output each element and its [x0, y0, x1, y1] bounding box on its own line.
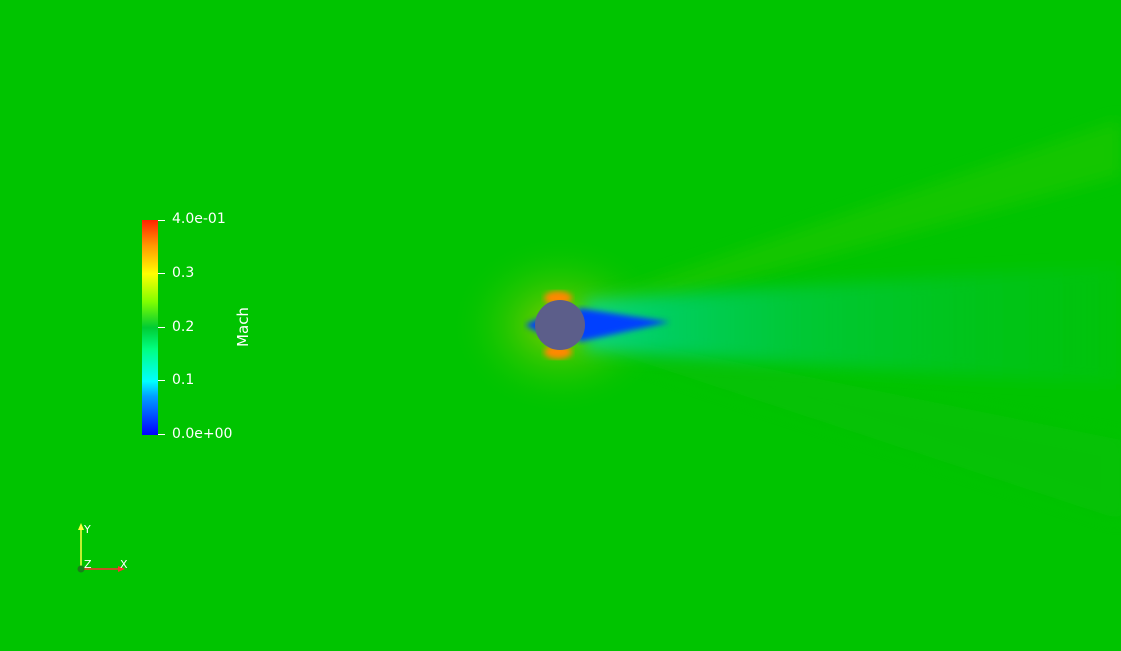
scalar-bar-tick-label: 0.2 — [172, 319, 195, 335]
z-axis-label: Z — [84, 558, 92, 571]
scalar-bar-tick — [158, 380, 165, 381]
x-axis-arrow-icon — [118, 566, 125, 572]
scalar-bar-gradient — [142, 220, 158, 435]
lower-shear-band — [590, 335, 1121, 520]
scalar-bar-tick — [158, 273, 165, 274]
orientation-axes: Y Z X — [77, 523, 128, 573]
y-axis-label: Y — [83, 523, 91, 536]
scalar-bar-tick — [158, 220, 165, 221]
scalar-bar-tick-label: 0.1 — [172, 372, 195, 388]
scalar-bar-title: Mach — [234, 307, 252, 347]
scalar-bar-tick — [158, 327, 165, 328]
wake-low-velocity — [578, 308, 670, 342]
scalar-bar-tick-label: 4.0e-01 — [172, 211, 226, 227]
cylinder-body[interactable] — [535, 300, 585, 350]
scalar-bar-tick — [158, 434, 165, 435]
y-axis-arrow-icon — [78, 523, 84, 530]
z-axis-dot-icon — [77, 565, 85, 573]
upper-shear-band — [580, 120, 1121, 318]
scalar-bar-tick-label: 0.3 — [172, 265, 195, 281]
wake-region — [585, 265, 1121, 385]
scalar-bar-tick-label: 0.0e+00 — [172, 426, 233, 442]
x-axis-label: X — [120, 558, 128, 571]
